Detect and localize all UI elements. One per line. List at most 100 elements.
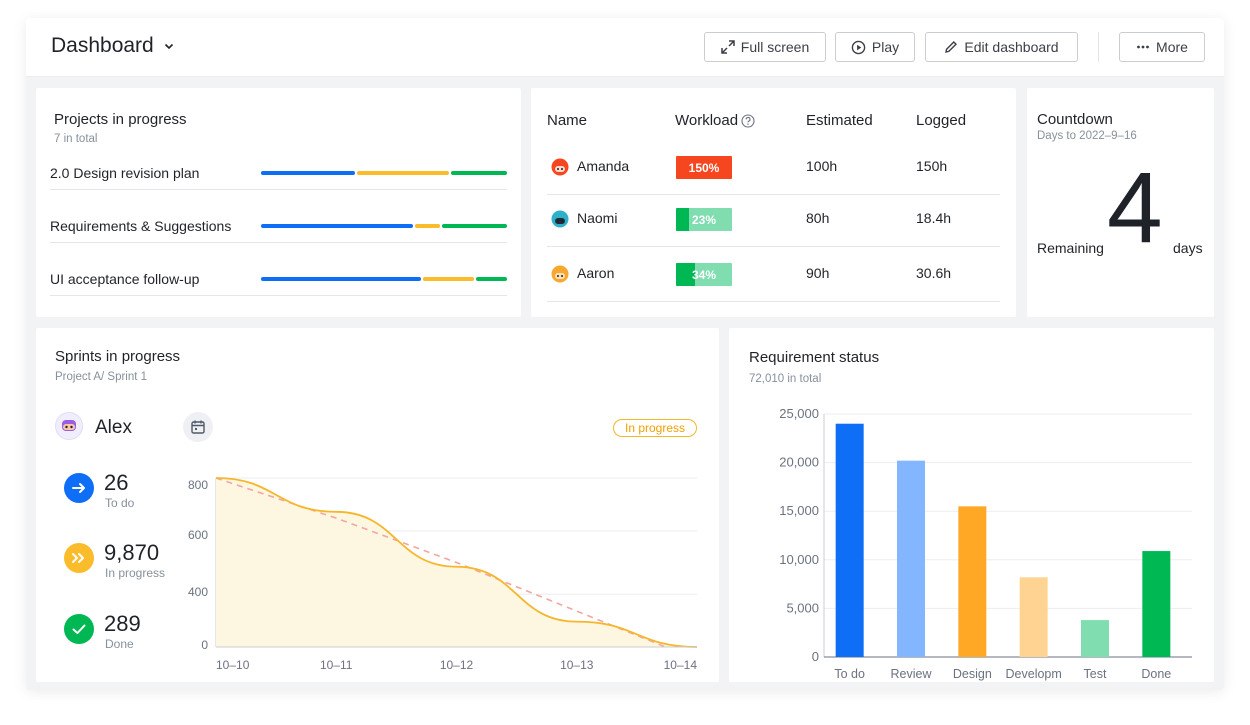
y-tick-label: 400: [188, 585, 208, 599]
check-icon: [64, 614, 94, 644]
y-tick-label: 20,000: [779, 455, 819, 470]
y-tick-label: 5,000: [786, 600, 819, 615]
play-label: Play: [871, 39, 900, 55]
workload-badge: 150%: [676, 156, 732, 179]
burndown-chart: 800 600 400 0 10–10 10–11 10–12 10–13 10–14: [188, 477, 698, 672]
projects-title: Projects in progress: [54, 111, 187, 128]
more-button[interactable]: More: [1119, 32, 1205, 62]
y-tick-label: 0: [201, 638, 208, 652]
sprints-title: Sprints in progress: [55, 348, 181, 365]
play-button[interactable]: Play: [835, 32, 915, 62]
avatar-mask: [555, 218, 565, 224]
y-tick-label: 15,000: [779, 503, 819, 518]
avatar-eye: [557, 168, 559, 170]
stat-value: 26: [104, 470, 129, 495]
x-tick-label: 10–12: [440, 658, 474, 672]
countdown-subtitle: Days to 2022–9–16: [1037, 130, 1137, 142]
countdown-prefix: Remaining: [1037, 240, 1104, 256]
x-tick-line: Developm: [1006, 667, 1062, 681]
icon-stroke: [72, 483, 85, 493]
table-row[interactable]: Naomi 23% 80h 18.4h: [547, 194, 1000, 247]
requirement-subtitle: 72,010 in total: [749, 373, 822, 385]
workload-value: 150%: [688, 160, 720, 175]
column-header-workload: Workload: [675, 112, 755, 129]
projects-card: Projects in progress 7 in total 2.0 Desi…: [36, 88, 521, 317]
avatar: [55, 412, 83, 440]
table-row[interactable]: Amanda 150% 100h 150h: [547, 142, 1000, 195]
countdown-suffix: days: [1173, 240, 1203, 256]
arrow-right-icon-glyph: [72, 483, 85, 493]
project-row[interactable]: 2.0 Design revision plan: [50, 137, 507, 190]
red-avatar-icon: [551, 158, 569, 176]
bar: [1019, 577, 1048, 657]
progress-segment: [451, 171, 507, 175]
chevron-down-icon: [164, 43, 173, 50]
requirement-bar-chart: 25,000 20,000 15,000 10,000 5,000 0 To do Revie…: [779, 406, 1192, 681]
x-tick-line: Design: [953, 667, 992, 681]
project-progress-bar: [261, 277, 507, 281]
project-progress-bar: [261, 171, 507, 175]
toolbar-divider: [1098, 32, 1099, 62]
dashboard-title-dropdown[interactable]: Dashboard: [51, 34, 175, 58]
bar: [1142, 551, 1171, 657]
y-tick-label: 0: [812, 649, 819, 664]
column-header-estimated: Estimated: [806, 112, 873, 129]
stat-value: 9,870: [104, 540, 160, 565]
x-tick-label: Review: [891, 667, 933, 681]
check-icon-glyph: [72, 624, 86, 634]
icon-stroke: [72, 553, 84, 563]
y-tick-label: 600: [188, 528, 208, 542]
expand-icon: [721, 40, 735, 54]
actual-burndown-line: [215, 477, 698, 648]
y-tick-label: 25,000: [779, 406, 819, 421]
full-screen-button[interactable]: Full screen: [704, 32, 826, 62]
table-row[interactable]: Aaron 34% 90h 30.6h: [547, 249, 1000, 302]
progress-segment: [441, 224, 507, 228]
bar: [897, 460, 925, 657]
stat-label: In progress: [105, 566, 166, 580]
top-bar: Dashboard Full screen Play Edit dashboar…: [26, 18, 1224, 77]
area-fill: [216, 478, 697, 647]
logged-value: 30.6h: [916, 265, 952, 281]
workload-badge: 34%: [676, 263, 732, 286]
workload-badge: 23%: [676, 208, 732, 231]
x-tick-label: 10–13: [560, 658, 594, 672]
avatar-eye: [561, 275, 563, 277]
help-icon[interactable]: [741, 113, 755, 128]
avatar-eye: [561, 220, 563, 222]
x-tick-label: 10–14: [664, 658, 698, 672]
member-name: Aaron: [577, 265, 615, 281]
project-row[interactable]: Requirements & Suggestions: [50, 190, 507, 243]
workload-fill: [676, 208, 689, 231]
sprint-user-name: Alex: [95, 417, 132, 438]
calendar-icon: [191, 420, 205, 434]
bar: [1081, 620, 1109, 657]
ideal-burndown-line: [216, 477, 668, 647]
workload-value: 23%: [691, 212, 717, 227]
teal-avatar-icon: [551, 210, 569, 228]
countdown-card: Countdown Days to 2022–9–16 Remaining 4 …: [1027, 88, 1214, 317]
y-tick-label: 800: [188, 478, 208, 492]
x-tick-label: Test: [1084, 667, 1107, 681]
bar: [835, 423, 864, 657]
stat-label: To do: [105, 496, 135, 510]
x-tick-line: Done: [1141, 667, 1171, 681]
project-name: 2.0 Design revision plan: [50, 165, 200, 181]
avatar-eye: [561, 168, 563, 170]
column-header-logged: Logged: [916, 112, 967, 129]
orange-avatar-icon: [551, 265, 569, 283]
project-progress-bar: [261, 224, 507, 228]
workload-header-label: Workload: [675, 112, 739, 129]
status-badge: In progress: [613, 419, 697, 437]
member-name: Amanda: [577, 158, 630, 174]
x-tick-label: Design: [953, 667, 992, 681]
edit-dashboard-label: Edit dashboard: [964, 39, 1059, 55]
workload-card: Name Workload Estimated Logged Amanda 150…: [531, 88, 1016, 317]
project-row[interactable]: UI acceptance follow-up: [50, 243, 507, 296]
workload-fill: [676, 263, 696, 286]
arrow-right-icon: [64, 473, 94, 503]
edit-dashboard-button[interactable]: Edit dashboard: [925, 32, 1078, 62]
project-name: UI acceptance follow-up: [50, 271, 200, 287]
calendar-button[interactable]: [183, 412, 213, 442]
stat-value: 289: [104, 611, 141, 636]
